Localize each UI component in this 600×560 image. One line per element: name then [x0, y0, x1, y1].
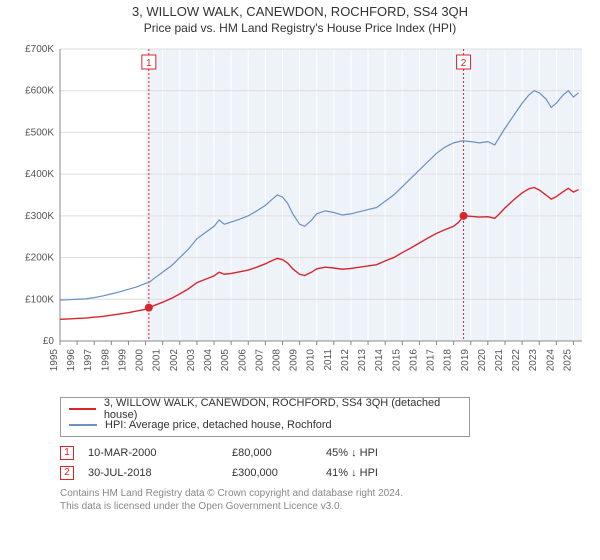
- svg-text:2001: 2001: [152, 349, 163, 372]
- chart-plot: 1995 1996 1997 1998 1999 2000 2001 2002 2003 2004…: [8, 39, 592, 391]
- svg-text:1999: 1999: [117, 349, 128, 372]
- svg-text:2015: 2015: [391, 349, 402, 372]
- svg-text:1996: 1996: [66, 349, 77, 372]
- svg-text:2018: 2018: [443, 349, 454, 372]
- legend-item: 3, WILLOW WALK, CANEWDON, ROCHFORD, SS4 …: [69, 401, 461, 417]
- legend-swatch: [69, 424, 97, 426]
- event-row: 2 30-JUL-2018 £300,000 41% ↓ HPI: [60, 463, 592, 483]
- event-date: 10-MAR-2000: [88, 447, 218, 459]
- svg-text:£200K: £200K: [25, 253, 54, 264]
- event-num-2: 2: [461, 58, 467, 69]
- legend-label: 3, WILLOW WALK, CANEWDON, ROCHFORD, SS4 …: [104, 397, 461, 421]
- svg-text:2000: 2000: [135, 349, 146, 372]
- footer-attribution: Contains HM Land Registry data © Crown c…: [60, 487, 592, 513]
- svg-text:2019: 2019: [460, 349, 471, 372]
- svg-text:2017: 2017: [426, 349, 437, 372]
- event-index: 1: [60, 446, 74, 460]
- svg-text:1997: 1997: [83, 349, 94, 372]
- svg-text:2014: 2014: [374, 349, 385, 372]
- chart-title: 3, WILLOW WALK, CANEWDON, ROCHFORD, SS4 …: [8, 4, 592, 19]
- event-marker-1: [145, 304, 153, 312]
- svg-text:2016: 2016: [408, 349, 419, 372]
- svg-text:2020: 2020: [477, 349, 488, 372]
- event-delta: 41% ↓ HPI: [326, 467, 406, 479]
- svg-text:£700K: £700K: [25, 44, 54, 55]
- svg-text:2021: 2021: [494, 349, 505, 372]
- svg-text:2002: 2002: [169, 349, 180, 372]
- svg-text:2024: 2024: [545, 349, 556, 372]
- svg-text:2007: 2007: [254, 349, 265, 372]
- event-marker-2: [460, 212, 468, 220]
- svg-text:2005: 2005: [220, 349, 231, 372]
- svg-text:1995: 1995: [49, 349, 60, 372]
- event-price: £300,000: [232, 467, 312, 479]
- event-price: £80,000: [232, 447, 312, 459]
- svg-text:£100K: £100K: [25, 294, 54, 305]
- svg-text:2008: 2008: [271, 349, 282, 372]
- svg-text:2003: 2003: [186, 349, 197, 372]
- chart-container: 3, WILLOW WALK, CANEWDON, ROCHFORD, SS4 …: [0, 0, 600, 513]
- event-delta: 45% ↓ HPI: [326, 447, 406, 459]
- svg-text:2025: 2025: [562, 349, 573, 372]
- svg-text:2011: 2011: [323, 349, 334, 371]
- svg-text:2006: 2006: [237, 349, 248, 372]
- footer-line-2: This data is licensed under the Open Gov…: [60, 500, 592, 513]
- legend: 3, WILLOW WALK, CANEWDON, ROCHFORD, SS4 …: [60, 397, 470, 437]
- svg-text:2013: 2013: [357, 349, 368, 372]
- svg-text:£0: £0: [43, 336, 55, 347]
- svg-text:£600K: £600K: [25, 86, 54, 97]
- legend-label: HPI: Average price, detached house, Roch…: [105, 419, 332, 431]
- event-row: 1 10-MAR-2000 £80,000 45% ↓ HPI: [60, 443, 592, 463]
- svg-text:£400K: £400K: [25, 169, 54, 180]
- svg-text:2009: 2009: [289, 349, 300, 372]
- event-date: 30-JUL-2018: [88, 467, 218, 479]
- svg-text:1998: 1998: [100, 349, 111, 372]
- svg-text:2004: 2004: [203, 349, 214, 372]
- events-table: 1 10-MAR-2000 £80,000 45% ↓ HPI 2 30-JUL-2018…: [60, 443, 592, 483]
- event-index: 2: [60, 466, 74, 480]
- chart-svg: 1995 1996 1997 1998 1999 2000 2001 2002 2003 2004…: [8, 39, 592, 391]
- footer-line-1: Contains HM Land Registry data © Crown c…: [60, 487, 592, 500]
- svg-text:2023: 2023: [528, 349, 539, 372]
- svg-text:2022: 2022: [511, 349, 522, 372]
- event-num-1: 1: [146, 58, 152, 69]
- svg-text:£300K: £300K: [25, 211, 54, 222]
- svg-text:2010: 2010: [306, 349, 317, 372]
- svg-text:2012: 2012: [340, 349, 351, 372]
- legend-swatch: [69, 408, 96, 410]
- chart-subtitle: Price paid vs. HM Land Registry's House …: [8, 21, 592, 35]
- svg-text:£500K: £500K: [25, 127, 54, 138]
